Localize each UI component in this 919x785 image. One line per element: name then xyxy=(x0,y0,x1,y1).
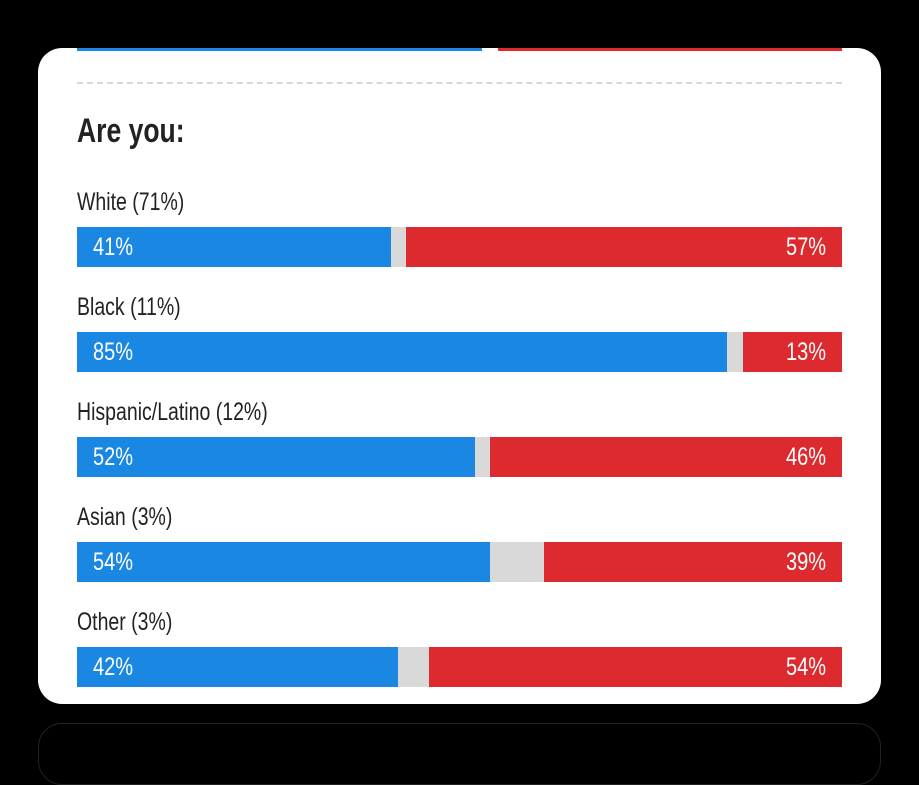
bar-segment-red: 46% xyxy=(490,437,842,477)
category-label: Asian (3%) xyxy=(77,503,173,531)
chart-row: White (71%) 41% 57% xyxy=(77,188,842,267)
exit-poll-card: Are you: White (71%) 41% 57% Black (11%)… xyxy=(38,48,881,704)
bar-segment-blue: 52% xyxy=(77,437,475,477)
dashed-divider xyxy=(77,82,842,84)
value-label-red: 57% xyxy=(785,233,826,261)
bar-segment-blue: 41% xyxy=(77,227,391,267)
value-label-red: 54% xyxy=(785,653,826,681)
bar-segment-blue: 54% xyxy=(77,542,491,582)
value-label-red: 39% xyxy=(785,548,826,576)
top-red-line xyxy=(498,48,842,51)
bar-segment-blue: 85% xyxy=(77,332,728,372)
category-label: White (71%) xyxy=(77,188,185,216)
chart-row: Hispanic/Latino (12%) 52% 46% xyxy=(77,398,842,477)
stacked-bar: 42% 54% xyxy=(77,647,842,687)
value-label-blue: 42% xyxy=(93,653,134,681)
question-title: Are you: xyxy=(77,112,185,150)
top-blue-line xyxy=(77,48,482,51)
value-label-red: 46% xyxy=(785,443,826,471)
stacked-bar: 54% 39% xyxy=(77,542,842,582)
bar-segment-red: 54% xyxy=(428,647,842,687)
value-label-blue: 52% xyxy=(93,443,134,471)
bar-segment-red: 13% xyxy=(742,332,842,372)
category-label: Other (3%) xyxy=(77,608,173,636)
bar-segment-red: 39% xyxy=(543,542,842,582)
value-label-blue: 41% xyxy=(93,233,134,261)
stacked-bar: 85% 13% xyxy=(77,332,842,372)
next-card xyxy=(38,723,881,785)
value-label-blue: 54% xyxy=(93,548,134,576)
bar-segment-red: 57% xyxy=(405,227,842,267)
chart-row: Other (3%) 42% 54% xyxy=(77,608,842,687)
value-label-blue: 85% xyxy=(93,338,134,366)
stacked-bar: 52% 46% xyxy=(77,437,842,477)
category-label: Hispanic/Latino (12%) xyxy=(77,398,268,426)
chart-row: Asian (3%) 54% 39% xyxy=(77,503,842,582)
stacked-bar: 41% 57% xyxy=(77,227,842,267)
category-label: Black (11%) xyxy=(77,293,181,321)
chart-row: Black (11%) 85% 13% xyxy=(77,293,842,372)
bar-segment-blue: 42% xyxy=(77,647,399,687)
value-label-red: 13% xyxy=(785,338,826,366)
